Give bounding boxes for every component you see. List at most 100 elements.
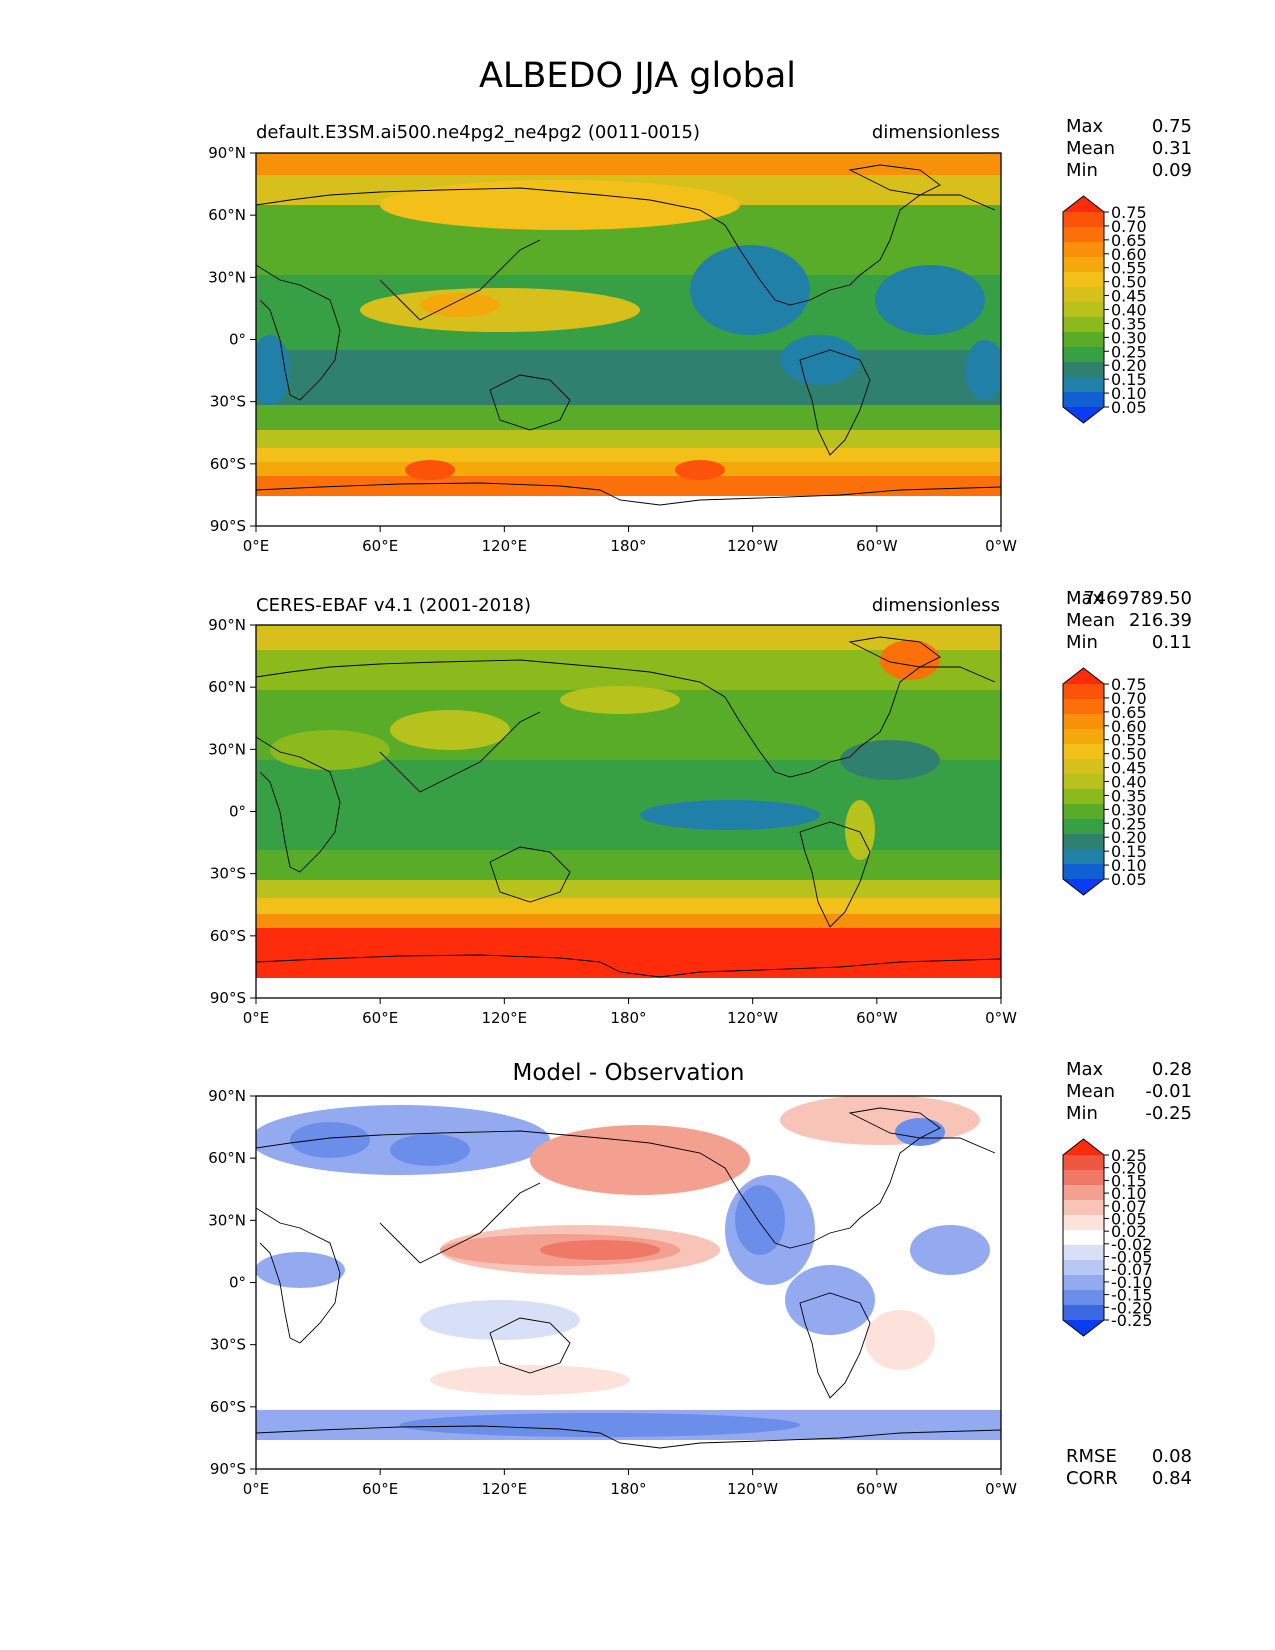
y-tick-label: 30°S [210, 865, 246, 883]
colorbar-segment [1063, 834, 1104, 850]
colorbar-segment [1063, 1155, 1104, 1171]
colorbar-segment [1063, 332, 1104, 348]
colorbar-segment [1063, 1245, 1104, 1261]
x-tick-label: 120°E [482, 537, 528, 555]
colorbar-label: -0.25 [1111, 1311, 1152, 1330]
stat-label: Min [1066, 632, 1098, 653]
colorbar-segment [1063, 684, 1104, 700]
y-tick-label: 0° [229, 803, 246, 821]
stat-label: Min [1066, 1103, 1098, 1124]
stat-label: Max [1066, 116, 1104, 137]
colorbar-label: 0.15 [1111, 1171, 1147, 1190]
colorbar-segment [1063, 257, 1104, 273]
colorbar-label: 0.07 [1111, 1197, 1147, 1216]
panel2-left-title: CERES-EBAF v4.1 (2001-2018) [256, 595, 532, 616]
y-tick-label: 90°S [210, 1460, 246, 1478]
y-tick-label: 90°N [208, 616, 246, 634]
y-tick-label: 90°S [210, 989, 246, 1007]
y-tick-label: 30°N [208, 740, 246, 758]
panel2-stat-mean: Mean 216.39 [1066, 610, 1192, 632]
stat-value: 216.39 [1129, 610, 1192, 631]
x-tick-label: 60°E [362, 537, 398, 555]
stat-label: RMSE [1066, 1446, 1117, 1467]
colorbar-label: 0.02 [1111, 1222, 1147, 1241]
colorbar-label: 0.45 [1111, 287, 1147, 306]
colorbar-label: 0.75 [1111, 203, 1147, 222]
panel2-stat-max: Max 7469789.50 [1066, 588, 1192, 610]
panel1-stat-mean: Mean 0.31 [1066, 138, 1192, 160]
colorbar-label: 0.60 [1111, 245, 1147, 264]
stat-value: 0.09 [1151, 160, 1192, 181]
y-tick-label: 90°N [208, 1087, 246, 1105]
panel2-colorbar: 0.750.700.650.600.550.500.450.400.350.30… [1062, 667, 1147, 896]
panel3-stat-max: Max 0.28 [1066, 1059, 1192, 1081]
colorbar-segment [1063, 1305, 1104, 1321]
x-tick-label: 60°E [362, 1009, 398, 1027]
x-tick-label: 0°E [243, 537, 270, 555]
stat-label: Mean [1066, 138, 1116, 159]
panel1-stat-min: Min 0.09 [1066, 160, 1192, 182]
x-tick-label: 60°E [362, 1480, 398, 1498]
panel1-map-svg: 0°E 60°E 120°E 180° 120°W 60°W 0°W 90°N 60°N 30°N… [208, 144, 1147, 555]
stat-label: Mean [1066, 610, 1116, 631]
panel3-center-title: Model - Observation [512, 1060, 745, 1086]
x-tick-label: 120°W [727, 1480, 778, 1498]
colorbar-label: 0.50 [1111, 273, 1147, 292]
colorbar-segment [1063, 744, 1104, 760]
colorbar-segment [1063, 392, 1104, 408]
panel3-stat-min: Min -0.25 [1066, 1103, 1192, 1125]
colorbar-label: 0.65 [1111, 231, 1147, 250]
colorbar-segment [1063, 729, 1104, 745]
colorbar-extend-max [1063, 196, 1104, 212]
panel3-coastlines [256, 1107, 1001, 1449]
colorbar-segment [1063, 377, 1104, 393]
colorbar-segment [1063, 287, 1104, 303]
colorbar-label: 0.35 [1111, 314, 1147, 333]
x-tick-label: 0°E [243, 1480, 270, 1498]
x-tick-label: 120°W [727, 1009, 778, 1027]
colorbar-extend-max [1063, 668, 1104, 684]
x-tick-label: 60°W [856, 537, 898, 555]
colorbar-label: 0.10 [1111, 856, 1147, 875]
y-tick-label: 90°N [208, 144, 246, 162]
stat-value: 0.84 [1151, 1468, 1192, 1489]
panel1-right-title: dimensionless [871, 122, 1000, 143]
colorbar-label: 0.30 [1111, 328, 1147, 347]
colorbar-label: 0.15 [1111, 842, 1147, 861]
stat-label: Max [1066, 1059, 1104, 1080]
panel1-field [256, 153, 1001, 526]
panel2-stat-min: Min 0.11 [1066, 632, 1192, 654]
colorbar-segment [1063, 864, 1104, 880]
panel2-field [256, 625, 1001, 998]
colorbar-segment [1063, 774, 1104, 790]
colorbar-segment [1063, 1260, 1104, 1276]
stat-value: -0.25 [1145, 1103, 1192, 1124]
colorbar-segment [1063, 1275, 1104, 1291]
colorbar-label: 0.75 [1111, 675, 1147, 694]
colorbar-segment [1063, 789, 1104, 805]
stat-label: Max [1066, 588, 1104, 609]
colorbar-segment [1063, 819, 1104, 835]
stat-value: -0.01 [1145, 1081, 1192, 1102]
colorbar-label: 0.35 [1111, 786, 1147, 805]
colorbar-label: 0.20 [1111, 356, 1147, 375]
colorbar-label: -0.20 [1111, 1298, 1152, 1317]
colorbar-segment [1063, 1185, 1104, 1201]
colorbar-segment [1063, 699, 1104, 715]
panel3-colorbar: 0.250.200.150.100.070.050.02-0.02-0.05-0… [1062, 1138, 1152, 1337]
panel3-stat-rmse: RMSE 0.08 [1066, 1446, 1192, 1468]
panel2-map-svg: 0°E 60°E 120°E 180° 120°W 60°W 0°W 90°N 60°N 30°N… [208, 616, 1147, 1027]
colorbar-segment [1063, 1230, 1104, 1246]
panel3-ticks: 0°E 60°E 120°E 180° 120°W 60°W 0°W 90°N 60°N 30°N… [208, 1087, 1017, 1498]
panel1-coastlines [256, 164, 1001, 506]
colorbar-label: 0.40 [1111, 301, 1147, 320]
colorbar-label: -0.10 [1111, 1273, 1152, 1292]
panel1-left-title: default.E3SM.ai500.ne4pg2_ne4pg2 (0011-0… [256, 122, 701, 143]
x-tick-label: 180° [610, 537, 646, 555]
panel1-stat-max: Max 0.75 [1066, 116, 1192, 138]
colorbar-label: 0.25 [1111, 1146, 1147, 1165]
panel3-stat-corr: CORR 0.84 [1066, 1468, 1192, 1490]
x-tick-label: 180° [610, 1009, 646, 1027]
colorbar-segment [1063, 212, 1104, 228]
colorbar-label: -0.15 [1111, 1286, 1152, 1305]
